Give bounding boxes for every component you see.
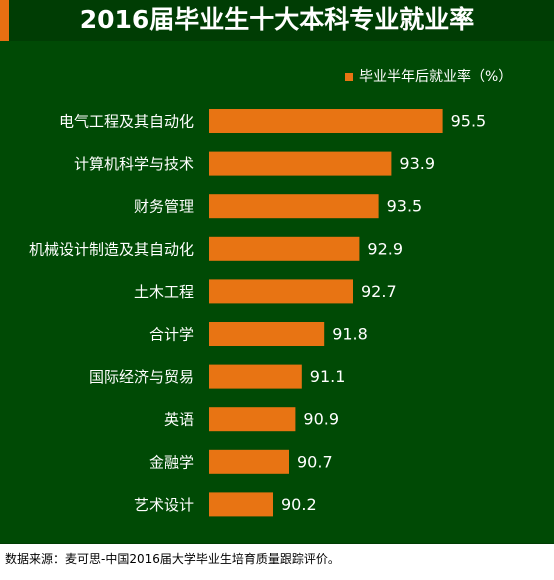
legend-swatch (345, 73, 353, 81)
value-label-6: 91.8 (332, 325, 368, 344)
value-label-8: 90.9 (303, 410, 339, 429)
category-label-8: 英语 (164, 411, 194, 429)
value-label-2: 93.9 (399, 154, 435, 173)
chart-legend: 毕业半年后就业率（%） (345, 68, 512, 86)
bar-3 (209, 194, 379, 219)
bar-8 (209, 407, 296, 432)
source-bar (0, 544, 554, 580)
category-label-6: 合计学 (149, 326, 194, 344)
bar-4 (209, 236, 360, 261)
value-label-4: 92.9 (367, 239, 403, 258)
value-label-5: 92.7 (361, 282, 397, 301)
bar-7 (209, 364, 302, 389)
bar-2 (209, 151, 392, 176)
value-label-9: 90.7 (297, 452, 333, 471)
source-note: 数据来源：麦可思-中国2016届大学毕业生培育质量跟踪评价。 (5, 552, 340, 566)
category-label-3: 财务管理 (134, 198, 194, 216)
category-label-2: 计算机科学与技术 (74, 155, 194, 173)
value-label-7: 91.1 (310, 367, 346, 386)
title-bar (0, 0, 554, 41)
bar-10 (209, 492, 273, 517)
category-label-7: 国际经济与贸易 (89, 368, 194, 386)
legend-label: 毕业半年后就业率（%） (359, 69, 513, 85)
bar-5 (209, 279, 353, 304)
value-label-10: 90.2 (281, 495, 317, 514)
chart-title: 2016届毕业生十大本科专业就业率 (79, 5, 475, 34)
bar-9 (209, 449, 289, 474)
value-label-1: 95.5 (451, 112, 487, 131)
value-label-3: 93.5 (387, 197, 423, 216)
bar-1 (209, 109, 443, 133)
category-label-5: 土木工程 (134, 283, 194, 301)
bar-6 (209, 322, 325, 346)
source-divider (0, 543, 554, 544)
category-label-4: 机械设计制造及其自动化 (29, 240, 194, 258)
title-accent-mark (0, 0, 9, 41)
category-label-1: 电气工程及其自动化 (59, 113, 194, 131)
category-label-9: 金融学 (149, 453, 194, 471)
category-label-10: 艺术设计 (134, 496, 194, 514)
